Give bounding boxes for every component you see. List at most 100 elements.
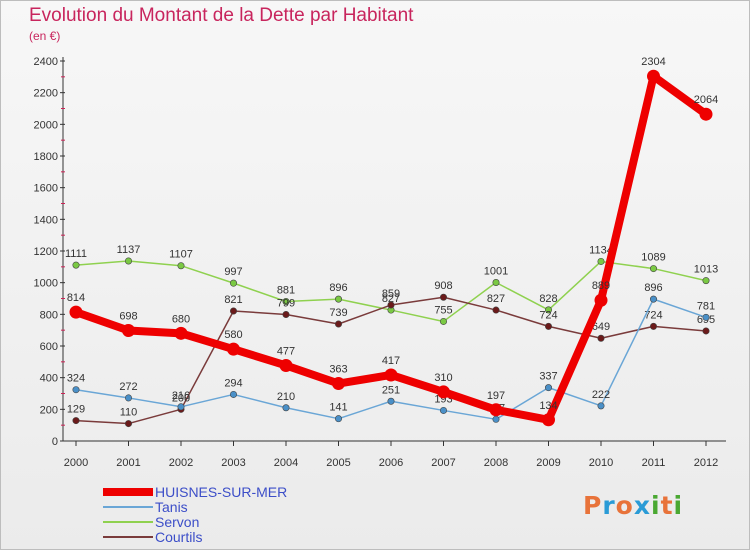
data-point-tanis [334,415,342,423]
legend-swatch-servon [103,521,153,523]
data-label-servon: 1107 [169,249,193,261]
data-label-tanis: 272 [119,381,137,393]
data-point-servon [544,306,552,314]
data-label-huisnes-sur-mer: 417 [382,355,400,367]
data-point-tanis [702,313,710,321]
data-label-huisnes-sur-mer: 889 [592,280,610,292]
data-point-tanis [649,295,657,303]
chart-subtitle: (en €) [29,29,61,43]
data-point-servon [492,279,500,287]
data-label-servon: 828 [539,293,557,305]
data-point-huisnes-sur-mer [647,69,660,83]
data-point-servon [439,317,447,325]
data-point-tanis [597,402,605,410]
data-label-servon: 1137 [117,244,141,256]
data-label-servon: 827 [382,293,400,305]
data-point-courtils [492,306,500,314]
x-tick-label: 2009 [536,457,560,469]
data-label-tanis: 294 [224,377,242,389]
data-point-huisnes-sur-mer [174,326,188,340]
data-point-tanis [125,394,133,402]
data-label-tanis: 210 [277,391,295,403]
data-point-courtils [72,417,80,425]
data-point-servon [72,261,80,269]
x-tick-label: 2002 [169,457,193,469]
y-tick-label: 1800 [34,151,58,163]
data-point-tanis [544,384,552,392]
data-label-servon: 755 [434,304,452,316]
x-tick-label: 2010 [589,457,613,469]
proxiti-logo: Proxiti [583,491,683,520]
data-label-courtils: 129 [67,404,85,416]
data-label-courtils: 799 [277,297,295,309]
data-label-servon: 1089 [641,252,665,264]
data-point-servon [597,257,605,265]
data-label-huisnes-sur-mer: 580 [224,329,242,341]
data-point-huisnes-sur-mer [69,305,83,319]
data-point-huisnes-sur-mer [699,107,713,121]
y-tick-label: 2400 [34,56,58,68]
data-label-courtils: 859 [382,288,400,300]
legend-swatch-courtils [103,536,153,538]
data-label-huisnes-sur-mer: 2304 [641,56,665,68]
data-label-huisnes-sur-mer: 310 [434,372,452,384]
data-label-tanis: 216 [172,390,190,402]
data-point-tanis [492,415,500,423]
data-label-tanis: 251 [382,384,400,396]
x-tick-label: 2001 [116,457,140,469]
logo-letter: i [673,491,684,520]
legend-swatch-tanis [103,506,153,508]
y-tick-label: 1400 [34,214,58,226]
data-point-huisnes-sur-mer [122,323,135,337]
logo-letter: P [583,491,603,520]
data-label-servon: 1001 [484,266,508,278]
data-label-courtils: 908 [434,280,452,292]
data-label-courtils: 821 [224,294,242,306]
data-point-courtils [125,420,133,428]
data-label-servon: 896 [329,282,347,294]
y-tick-label: 200 [40,404,58,416]
y-tick-label: 0 [52,436,58,448]
data-label-huisnes-sur-mer: 197 [487,390,505,402]
y-tick-label: 2000 [34,119,58,131]
legend-label-huisnes-sur-mer: HUISNES-SUR-MER [155,484,288,500]
data-point-courtils [597,334,605,342]
data-label-huisnes-sur-mer: 2064 [694,94,718,106]
data-label-huisnes-sur-mer: 698 [119,310,137,322]
data-point-courtils [387,301,395,309]
y-tick-label: 1600 [34,183,58,195]
data-point-servon [230,279,238,287]
data-point-tanis [72,386,80,394]
data-point-courtils [544,322,552,330]
data-label-huisnes-sur-mer: 680 [172,313,190,325]
logo-letter: o [615,491,634,520]
data-point-courtils [439,293,447,301]
data-label-courtils: 200 [172,392,190,404]
logo-letter: x [633,491,651,520]
data-point-courtils [702,327,710,335]
y-tick-label: 600 [40,341,58,353]
logo-letter: t [660,491,674,520]
data-point-huisnes-sur-mer [594,293,608,307]
y-tick-label: 1000 [34,278,58,290]
data-point-huisnes-sur-mer [542,413,555,427]
x-tick-label: 2000 [64,457,88,469]
data-label-courtils: 110 [120,407,138,419]
x-tick-label: 2005 [326,457,350,469]
y-tick-label: 400 [40,373,58,385]
data-point-servon [334,295,342,303]
data-label-huisnes-sur-mer: 814 [67,292,85,304]
data-label-courtils: 739 [329,307,347,319]
x-tick-label: 2006 [379,457,403,469]
data-label-courtils: 724 [539,309,557,321]
data-label-servon: 1134 [589,244,613,256]
data-label-huisnes-sur-mer: 477 [277,345,295,357]
x-tick-label: 2007 [431,457,455,469]
data-label-servon: 1013 [694,264,718,276]
chart-title: Evolution du Montant de la Dette par Hab… [29,5,414,26]
data-point-tanis [230,390,238,398]
data-label-tanis: 222 [592,389,610,401]
legend-swatch-huisnes-sur-mer [103,488,153,496]
data-label-courtils: 827 [487,293,505,305]
